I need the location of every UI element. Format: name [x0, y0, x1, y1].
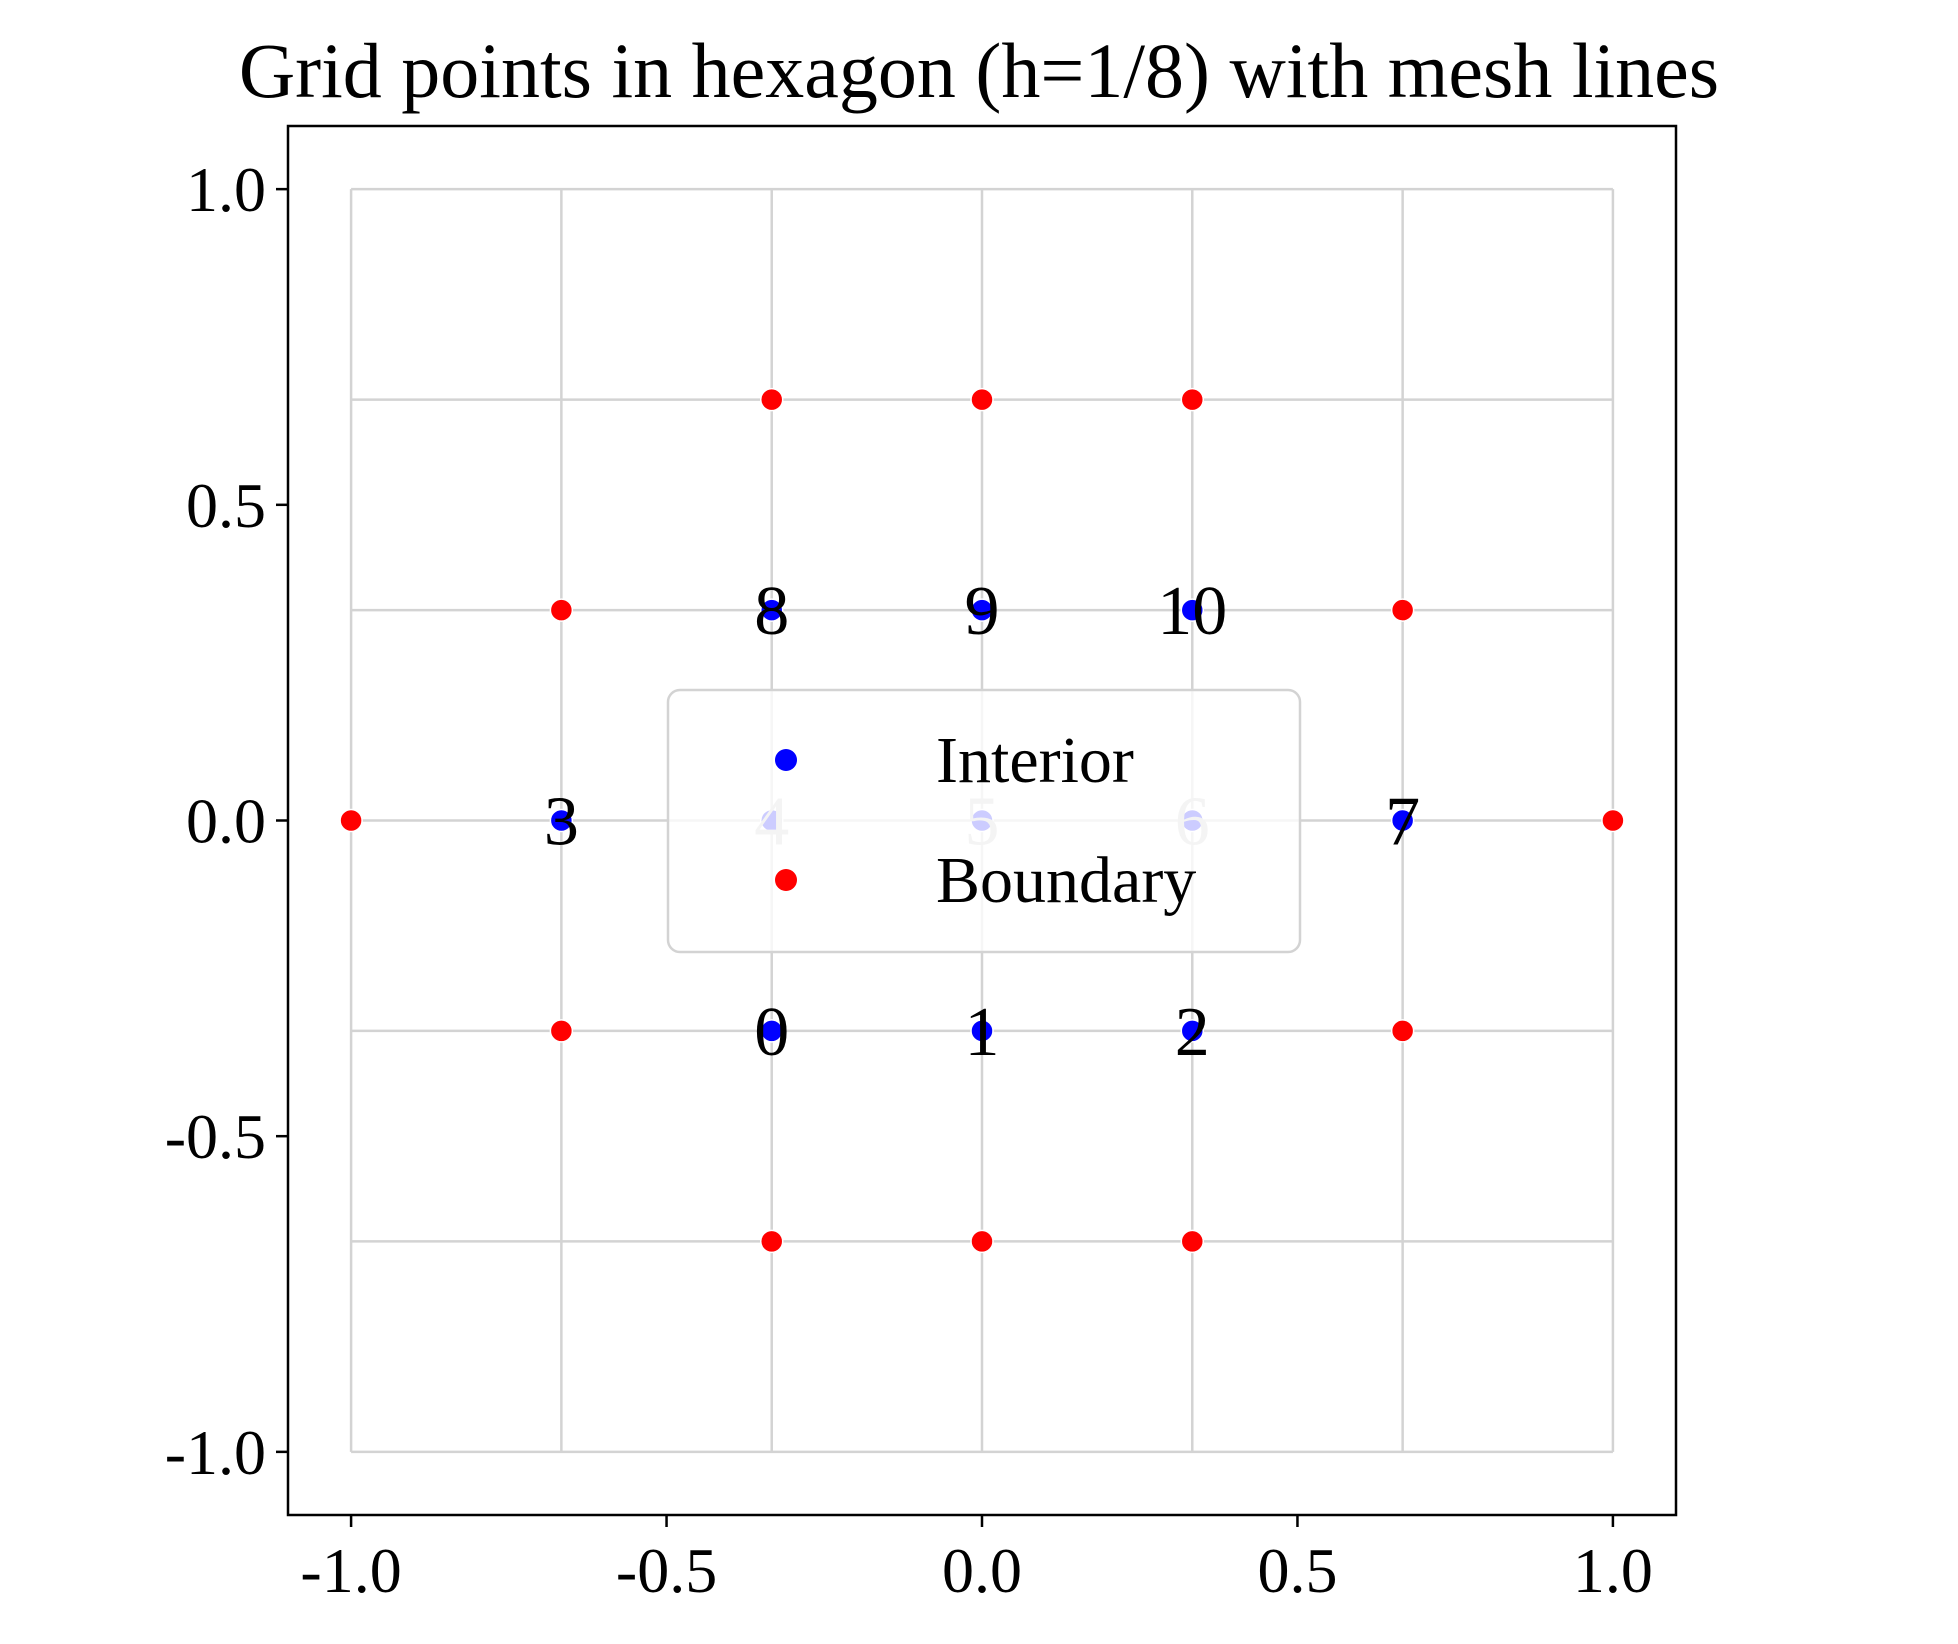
legend-marker-boundary: [775, 869, 797, 891]
interior-point: [1180, 598, 1205, 622]
boundary-point: [759, 387, 784, 412]
y-tick-label: 1.0: [186, 154, 266, 225]
y-tick-label: -1.0: [165, 1417, 266, 1488]
interior-point: [1390, 808, 1415, 833]
legend-label-boundary: Boundary: [936, 844, 1196, 917]
x-tick-label: 0.5: [1257, 1535, 1337, 1606]
legend-marker-interior: [775, 749, 797, 771]
interior-point: [549, 808, 574, 833]
boundary-point: [549, 598, 574, 622]
x-tick-label: 1.0: [1573, 1535, 1653, 1606]
boundary-point: [1180, 1229, 1205, 1254]
boundary-point: [970, 1229, 994, 1254]
boundary-point: [339, 808, 363, 833]
interior-point: [970, 598, 994, 622]
y-tick-label: 0.5: [186, 470, 266, 541]
point-index-label: 0: [754, 994, 789, 1071]
boundary-point: [1180, 387, 1205, 412]
legend: Interior Boundary: [666, 688, 1302, 954]
point-index-label: 10: [1157, 573, 1227, 650]
point-index-label: 3: [544, 784, 579, 861]
x-tick-label: -1.0: [300, 1535, 401, 1606]
boundary-point: [970, 387, 994, 412]
point-index-label: 9: [965, 573, 1000, 650]
point-index-label: 2: [1175, 994, 1210, 1071]
boundary-point: [1390, 1019, 1415, 1043]
axes: -1.0 -0.5 0.0 0.5 1.0 -1.0 -0.5 0.0 0.5 1.0: [165, 124, 1678, 1606]
point-index-label: 7: [1385, 784, 1420, 861]
point-index-label: 8: [754, 573, 789, 650]
chart-title: Grid points in hexagon (h=1/8) with mesh…: [239, 27, 1719, 114]
legend-label-interior: Interior: [936, 724, 1134, 797]
x-tick-label: -0.5: [616, 1535, 717, 1606]
interior-point: [759, 1019, 784, 1043]
interior-point: [1180, 1019, 1205, 1043]
legend-box: [666, 688, 1302, 954]
x-tick-label: 0.0: [942, 1535, 1022, 1606]
point-labels: 0 1 2 3 7 8 9 10: [544, 573, 1420, 1071]
interior-point: [970, 1019, 994, 1043]
interior-point: [759, 598, 784, 622]
boundary-point: [759, 1229, 784, 1254]
boundary-point: [1601, 808, 1625, 833]
boundary-point: [1390, 598, 1415, 622]
y-tick-label: -0.5: [165, 1101, 266, 1172]
point-index-label: 1: [965, 994, 1000, 1071]
y-tick-label: 0.0: [186, 786, 266, 857]
boundary-point: [549, 1019, 574, 1043]
